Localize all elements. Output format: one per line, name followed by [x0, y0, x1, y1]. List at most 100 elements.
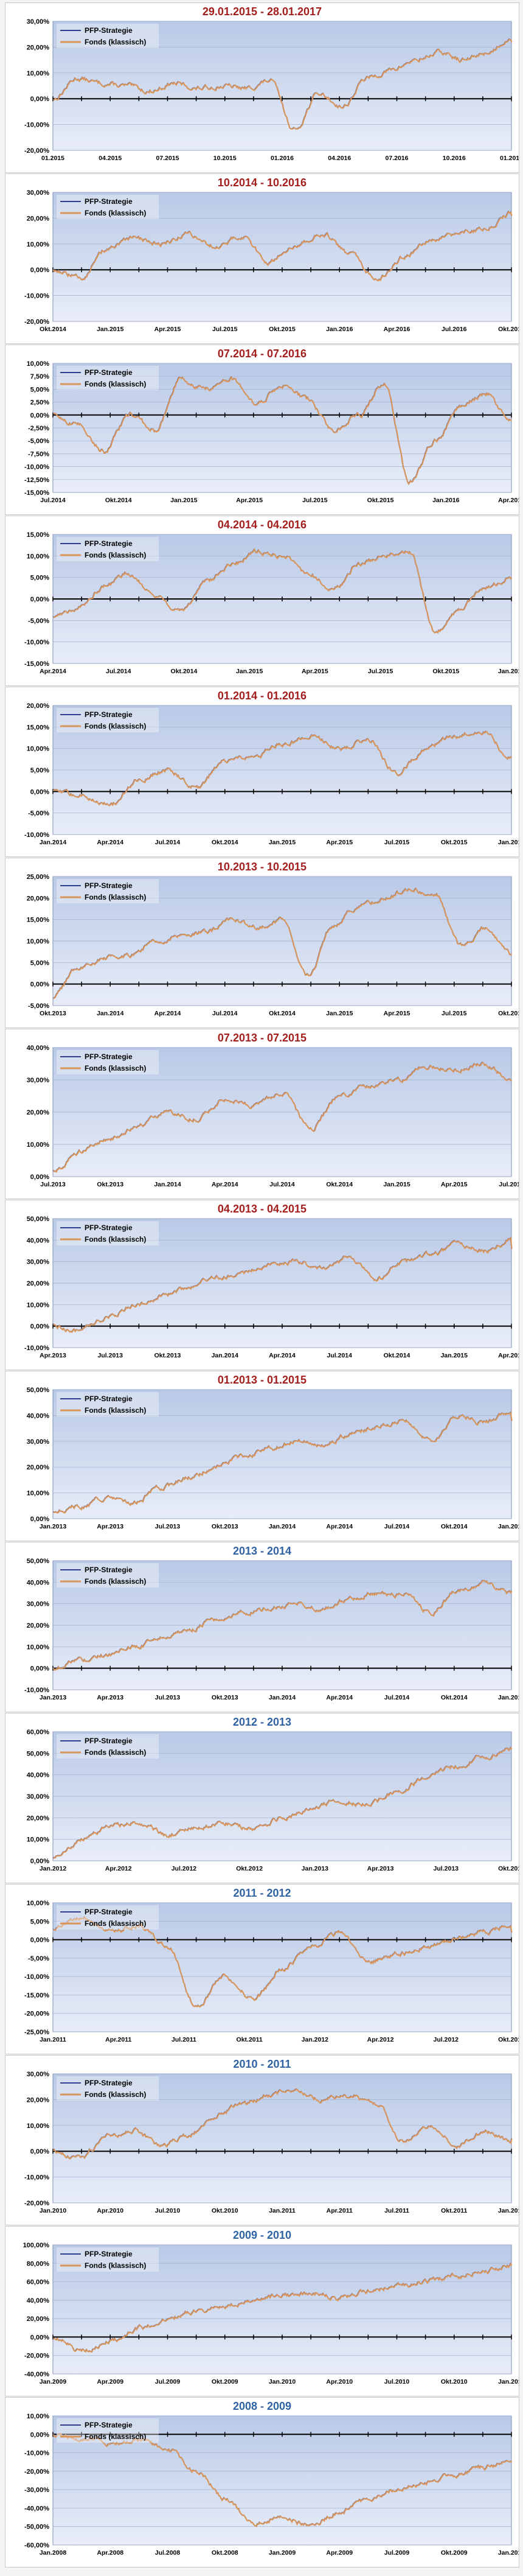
- chart-legend: PFP-Strategie Fonds (klassisch): [57, 1734, 159, 1759]
- chart-title: 01.2014 - 01.2016: [217, 690, 307, 702]
- x-tick-label: Okt.2014: [105, 497, 132, 504]
- y-tick-label: 30,00%: [27, 1077, 50, 1084]
- legend-label-strategy: PFP-Strategie: [85, 539, 133, 548]
- x-tick-label: Jan.2009: [269, 2549, 296, 2557]
- chart-panel: 2010 - 2011 30,00% 20,00% 10,00% 0,00% -10,00…: [5, 2055, 519, 2225]
- y-tick-label: -10,00%: [24, 831, 49, 839]
- y-tick-label: -20,00%: [24, 147, 49, 155]
- y-tick-label: -7,50%: [28, 450, 49, 458]
- legend-label-strategy: PFP-Strategie: [85, 1737, 133, 1745]
- legend-label-fund: Fonds (klassisch): [85, 893, 146, 901]
- legend-label-strategy: PFP-Strategie: [85, 881, 133, 890]
- y-tick-label: 10,00%: [27, 553, 50, 560]
- x-tick-label: Okt.2013: [212, 1523, 238, 1530]
- x-tick-label: Jan.2015: [498, 1694, 519, 1701]
- chart-svg: 10,00% 7,50% 5,00% 2,50% 0,00% -2,50% -5,00% -7…: [24, 360, 519, 504]
- y-tick-label: 25,00%: [27, 873, 50, 881]
- x-tick-label: Jul.2015: [302, 497, 328, 504]
- chart-legend: PFP-Strategie Fonds (klassisch): [57, 1563, 159, 1587]
- legend-label-fund: Fonds (klassisch): [85, 1748, 146, 1757]
- y-tick-label: -20,00%: [24, 318, 49, 326]
- x-tick-label: Jan.2011: [40, 2036, 66, 2043]
- y-tick-label: 0,00%: [30, 2148, 49, 2155]
- x-tick-label: Okt.2011: [237, 2036, 263, 2043]
- x-tick-label: Okt.2008: [212, 2549, 238, 2557]
- y-tick-label: 20,00%: [27, 2096, 50, 2104]
- x-tick-label: Apr.2015: [498, 1352, 519, 1359]
- chart-panel: 07.2013 - 07.2015 40,00% 30,00% 20,00% 10,00…: [5, 1029, 519, 1199]
- x-tick-label: Okt.2014: [171, 668, 198, 675]
- chart-panel: 04.2014 - 04.2016 15,00% 10,00% 5,00% 0,00% -…: [5, 516, 519, 686]
- x-tick-label: Jan.2014: [269, 1523, 296, 1530]
- legend-box: [57, 708, 159, 732]
- x-tick-label: 01.2017: [500, 155, 519, 162]
- legend-box: [57, 24, 159, 48]
- chart-panel: 10.2014 - 10.2016 30,00% 20,00% 10,00% 0,00%…: [5, 173, 519, 344]
- y-tick-label: -2,50%: [28, 425, 49, 432]
- y-tick-label: -5,00%: [28, 810, 49, 817]
- chart-panel: 01.2014 - 01.2016 20,00% 15,00% 10,00% 5,00%…: [5, 687, 519, 857]
- y-tick-label: -15,00%: [24, 660, 49, 668]
- x-tick-label: Apr.2014: [269, 1352, 296, 1359]
- x-tick-label: Jan.2010: [498, 2549, 519, 2557]
- y-tick-label: 5,00%: [30, 575, 49, 582]
- y-tick-label: -5,00%: [28, 1003, 49, 1010]
- series-line-fund: [52, 1580, 513, 1671]
- x-tick-label: Jul.2012: [171, 1865, 197, 1872]
- chart-legend: PFP-Strategie Fonds (klassisch): [57, 24, 159, 48]
- x-tick-label: Jan.2012: [40, 1865, 67, 1872]
- chart-svg: 20,00% 15,00% 10,00% 5,00% 0,00% -5,00% -10,00…: [24, 702, 519, 846]
- plot-area: [52, 21, 512, 151]
- y-tick-label: 50,00%: [27, 1387, 50, 1394]
- x-tick-label: Okt.2016: [498, 326, 519, 333]
- x-tick-label: Jan.2015: [326, 1010, 353, 1017]
- y-tick-label: 10,00%: [27, 1643, 50, 1651]
- legend-label-fund: Fonds (klassisch): [85, 209, 146, 217]
- x-tick-label: Jul.2012: [434, 2036, 459, 2043]
- series-line-fund: [52, 2433, 513, 2527]
- x-tick-label: Jan.2011: [269, 2207, 296, 2214]
- x-tick-label: Jul.2010: [155, 2207, 181, 2214]
- chart-title: 2008 - 2009: [232, 2400, 292, 2412]
- series-line-fund: [53, 548, 513, 634]
- x-tick-label: Jan.2016: [326, 326, 353, 333]
- x-tick-label: Jul.2014: [327, 1352, 353, 1359]
- y-tick-label: 20,00%: [27, 215, 50, 222]
- y-tick-label: 60,00%: [27, 1729, 50, 1736]
- y-tick-label: -60,00%: [24, 2542, 49, 2549]
- legend-box: [57, 537, 159, 561]
- y-tick-label: 60,00%: [27, 2279, 50, 2286]
- y-tick-label: -10,00%: [24, 122, 49, 129]
- legend-label-fund: Fonds (klassisch): [85, 1577, 146, 1586]
- x-tick-label: Apr.2008: [97, 2549, 123, 2557]
- y-tick-label: 40,00%: [27, 2297, 50, 2305]
- x-tick-label: Jan.2013: [40, 1523, 67, 1530]
- y-tick-label: -10,00%: [24, 293, 49, 300]
- y-tick-label: 5,00%: [30, 959, 49, 967]
- x-tick-label: Jul.2014: [269, 1181, 295, 1188]
- legend-label-fund: Fonds (klassisch): [85, 1406, 146, 1415]
- y-tick-label: 30,00%: [27, 189, 50, 197]
- x-tick-label: Apr.2013: [97, 1523, 123, 1530]
- y-tick-label: 0,00%: [30, 96, 49, 103]
- series-line-fund: [52, 1746, 513, 1860]
- y-tick-label: 10,00%: [27, 1141, 50, 1149]
- plot-area: [52, 1389, 512, 1519]
- y-tick-label: 20,00%: [27, 1109, 50, 1116]
- chart-title: 10.2013 - 10.2015: [217, 861, 307, 873]
- chart-legend: PFP-Strategie Fonds (klassisch): [57, 1392, 159, 1416]
- y-tick-label: 40,00%: [27, 1045, 50, 1052]
- chart-title: 2010 - 2011: [233, 2058, 291, 2070]
- chart-title: 29.01.2015 - 28.01.2017: [202, 5, 322, 18]
- x-tick-label: Jan.2010: [269, 2378, 296, 2385]
- y-tick-label: 10,00%: [27, 241, 50, 248]
- x-tick-label: Apr.2015: [154, 326, 181, 333]
- x-tick-label: Apr.2014: [212, 1181, 238, 1188]
- x-tick-label: Jul.2014: [384, 1694, 410, 1701]
- chart-title: 07.2014 - 07.2016: [217, 348, 307, 360]
- x-tick-label: Jan.2012: [302, 2036, 329, 2043]
- chart-panel: 01.2013 - 01.2015 50,00% 40,00% 30,00% 20,00…: [5, 1371, 519, 1541]
- y-tick-label: 0,00%: [30, 1174, 49, 1181]
- x-tick-label: Jan.2016: [498, 839, 519, 846]
- x-tick-label: Jul.2013: [155, 1523, 181, 1530]
